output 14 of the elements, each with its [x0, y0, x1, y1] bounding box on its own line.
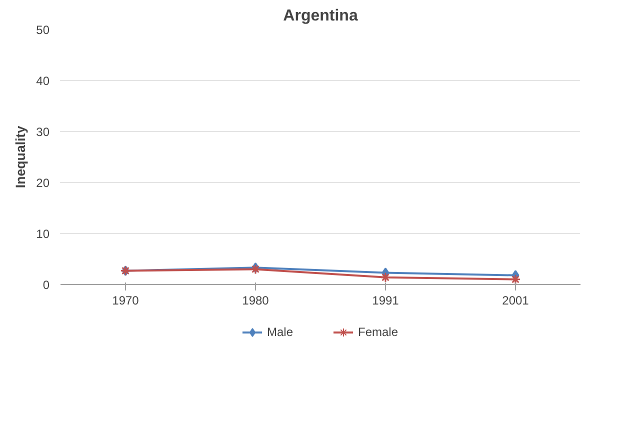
y-tick-label: 30 [36, 125, 50, 139]
y-tick-label: 40 [36, 74, 50, 88]
y-tick-label: 10 [36, 227, 50, 241]
y-tick-label: 0 [42, 278, 50, 292]
x-tick-label: 1991 [372, 294, 400, 308]
legend-label: Female [358, 325, 398, 339]
y-tick-label: 50 [36, 23, 50, 37]
y-tick-label: 20 [36, 176, 50, 190]
chart-title: Argentina [283, 8, 358, 24]
legend-label: Male [266, 325, 293, 339]
x-tick-label: 1980 [242, 294, 270, 308]
x-tick-label: 2001 [502, 294, 530, 308]
y-axis-title: Inequality [13, 125, 28, 188]
x-tick-label: 1970 [112, 294, 140, 308]
